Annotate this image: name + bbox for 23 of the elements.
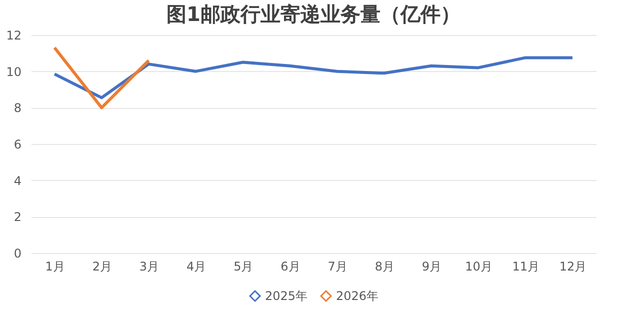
x-tick-label: 7月 bbox=[328, 260, 348, 274]
y-tick-label: 10 bbox=[6, 64, 22, 79]
y-tick-label: 0 bbox=[14, 246, 22, 260]
y-tick-label: 8 bbox=[14, 101, 22, 116]
y-tick-label: 2 bbox=[14, 210, 22, 224]
y-tick-label: 12 bbox=[6, 28, 22, 42]
legend-label: 2026年 bbox=[336, 289, 379, 303]
x-tick-label: 5月 bbox=[234, 260, 254, 274]
x-tick-label: 8月 bbox=[374, 260, 394, 274]
x-tick-label: 9月 bbox=[422, 260, 442, 274]
x-tick-label: 4月 bbox=[186, 260, 206, 274]
x-tick-label: 12月 bbox=[559, 260, 587, 274]
x-tick-label: 10月 bbox=[465, 260, 492, 274]
x-tick-label: 2月 bbox=[92, 260, 112, 274]
y-tick-label: 6 bbox=[14, 138, 22, 152]
legend-label: 2025年 bbox=[265, 289, 308, 303]
x-tick-label: 6月 bbox=[280, 260, 300, 274]
chart-title: 图1邮政行业寄递业务量（亿件） bbox=[166, 2, 460, 26]
y-tick-label: 4 bbox=[14, 174, 22, 188]
x-tick-label: 11月 bbox=[512, 260, 540, 274]
x-tick-label: 3月 bbox=[139, 260, 160, 274]
x-tick-label: 1月 bbox=[45, 260, 65, 274]
line-series bbox=[53, 56, 574, 100]
